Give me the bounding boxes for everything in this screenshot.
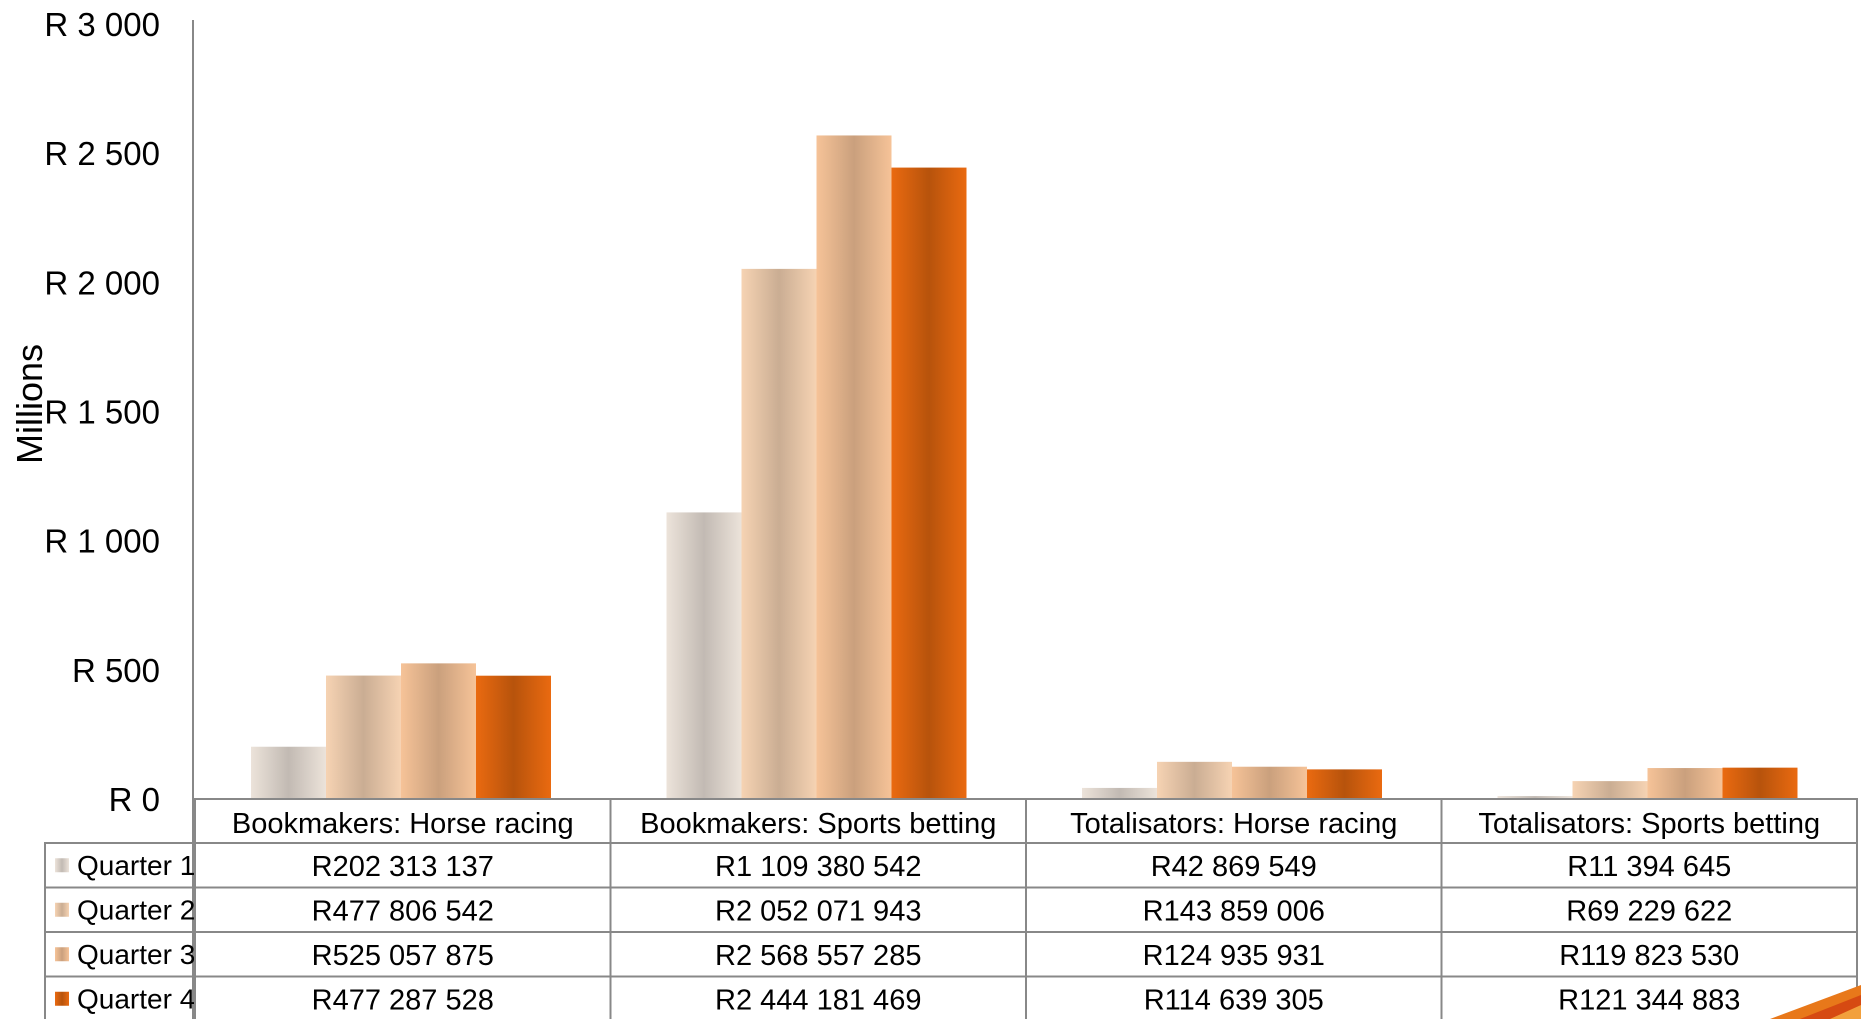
data-value-label: R11 394 645 bbox=[1567, 851, 1731, 883]
legend-swatch bbox=[55, 991, 69, 1006]
data-value-label: R1 109 380 542 bbox=[715, 851, 921, 883]
bar-quarter-4 bbox=[1307, 769, 1382, 799]
corner-swoosh-decoration bbox=[1770, 985, 1861, 1019]
bar-quarter-4 bbox=[891, 167, 967, 800]
data-table: Bookmakers: Horse racing Bookmakers: Spor… bbox=[44, 798, 1858, 1019]
y-tick-label: R 0 bbox=[109, 781, 160, 818]
data-value-label: R2 568 557 285 bbox=[715, 940, 921, 972]
series-label: Quarter 1 bbox=[77, 850, 195, 881]
data-value-label: R477 287 528 bbox=[312, 985, 494, 1017]
category-label: Bookmakers: Sports betting bbox=[640, 808, 996, 840]
data-value-label: R119 823 530 bbox=[1559, 940, 1739, 972]
bar-quarter-1 bbox=[251, 746, 326, 799]
data-value-label: R124 935 931 bbox=[1143, 940, 1325, 972]
y-tick-label: R 3 000 bbox=[44, 6, 160, 43]
bar-quarter-4 bbox=[1722, 767, 1798, 799]
y-axis-title: Millions bbox=[9, 344, 50, 464]
bar-quarter-3 bbox=[1647, 768, 1723, 799]
data-value-label: R2 052 071 943 bbox=[715, 896, 921, 928]
bar-quarter-2 bbox=[326, 675, 401, 799]
bar-quarter-1 bbox=[1082, 787, 1157, 799]
legend-swatch bbox=[55, 858, 69, 873]
bar-quarter-2 bbox=[741, 268, 817, 799]
bar-quarter-4 bbox=[476, 675, 551, 799]
y-tick-label: R 2 000 bbox=[44, 264, 160, 301]
data-value-label: R143 859 006 bbox=[1143, 896, 1325, 928]
bars bbox=[193, 135, 1857, 800]
data-value-label: R525 057 875 bbox=[312, 940, 494, 972]
category-label: Totalisators: Horse racing bbox=[1070, 808, 1397, 840]
bar-quarter-1 bbox=[1497, 796, 1573, 799]
legend-swatch bbox=[55, 947, 69, 962]
data-value-label: R121 344 883 bbox=[1558, 985, 1740, 1017]
category-label: Bookmakers: Horse racing bbox=[232, 808, 574, 840]
y-tick-label: R 500 bbox=[72, 652, 160, 689]
series-label: Quarter 2 bbox=[77, 895, 195, 926]
series-label: Quarter 4 bbox=[77, 984, 195, 1015]
y-tick-label: R 2 500 bbox=[44, 135, 160, 172]
y-tick-label: R 1 000 bbox=[44, 523, 160, 560]
data-value-label: R69 229 622 bbox=[1566, 896, 1732, 928]
category-label: Totalisators: Sports betting bbox=[1478, 808, 1820, 840]
bar-quarter-3 bbox=[1232, 766, 1307, 799]
bar-quarter-1 bbox=[666, 512, 742, 799]
bar-quarter-2 bbox=[1157, 761, 1232, 799]
data-value-label: R114 639 305 bbox=[1144, 985, 1324, 1017]
bar-quarter-3 bbox=[401, 663, 476, 799]
series-label: Quarter 3 bbox=[77, 939, 195, 970]
data-value-label: R477 806 542 bbox=[312, 896, 494, 928]
data-value-label: R2 444 181 469 bbox=[715, 985, 921, 1017]
bar-quarter-2 bbox=[1572, 781, 1648, 799]
data-value-label: R42 869 549 bbox=[1151, 851, 1317, 883]
data-value-label: R202 313 137 bbox=[312, 851, 494, 883]
y-axis-ticks: R 0 R 500 R 1 000 R 1 500 R 2 000 R 2 500 R 3 … bbox=[44, 6, 160, 818]
bar-quarter-3 bbox=[816, 135, 892, 799]
y-tick-label: R 1 500 bbox=[44, 394, 160, 431]
legend-swatch bbox=[55, 902, 69, 917]
